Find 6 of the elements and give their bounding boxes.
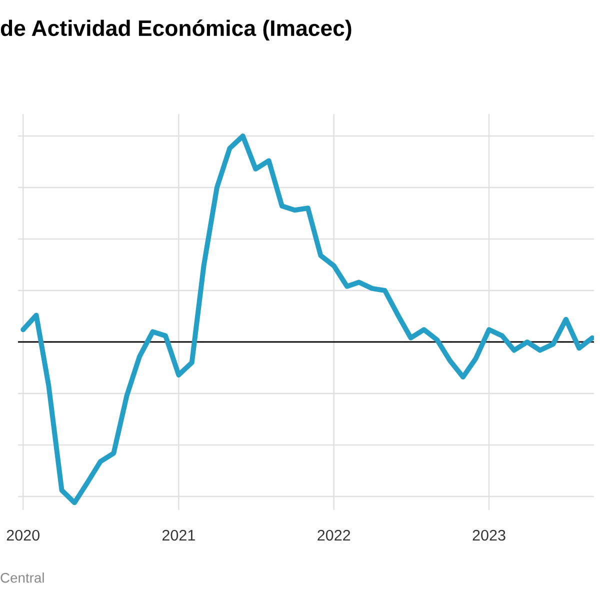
x-tick-label: 2022: [318, 530, 350, 541]
chart-title: de Actividad Económica (Imacec): [0, 20, 352, 40]
text: Central: [0, 572, 44, 583]
x-tick-label: 2021: [162, 530, 195, 541]
x-tick-label: 2023: [472, 530, 506, 541]
x-tick-label: 2020: [6, 530, 40, 541]
